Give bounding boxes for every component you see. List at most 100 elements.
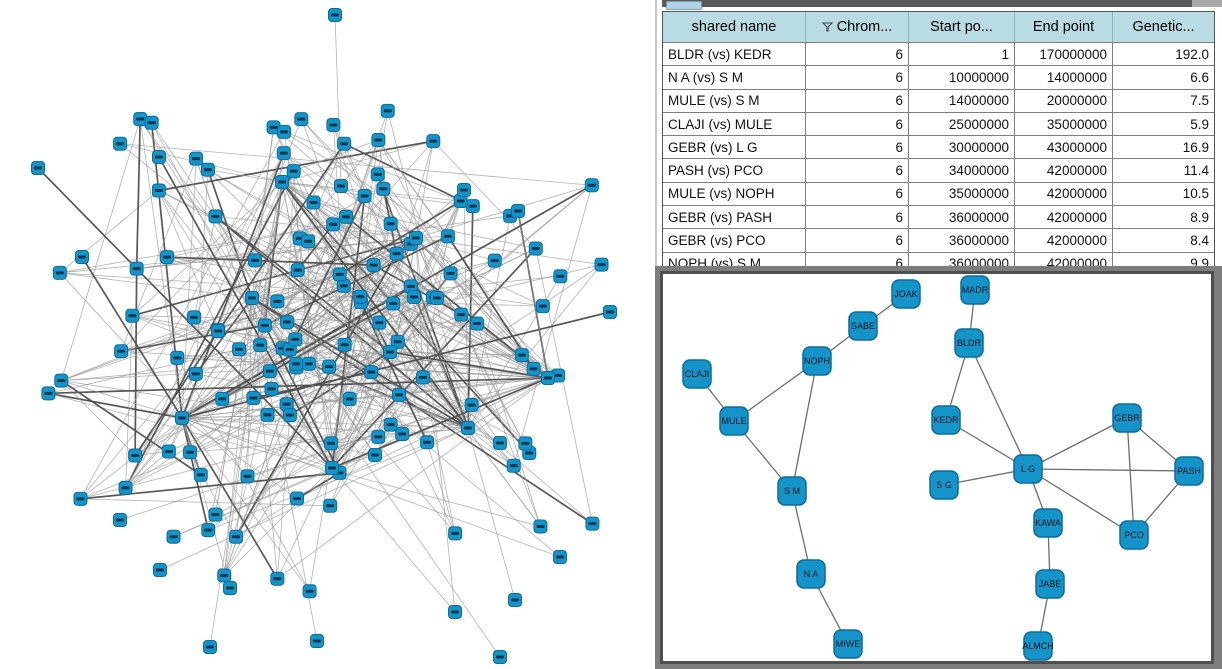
table-cell[interactable]: 10.5	[1182, 186, 1209, 202]
network-node[interactable]	[954, 328, 984, 358]
overview-network-canvas[interactable]	[0, 0, 652, 669]
table-row[interactable]: GEBR (vs) L G 6 30000000 43000000 16.9	[663, 135, 1214, 159]
network-node[interactable]	[891, 279, 921, 309]
table-cell[interactable]: 6	[806, 66, 909, 89]
table-cell[interactable]: 42000000	[1015, 206, 1113, 229]
table-cell[interactable]: 6	[806, 229, 909, 252]
network-node[interactable]	[719, 406, 749, 436]
table-cell[interactable]: 6	[806, 252, 909, 275]
detail-edge[interactable]	[1027, 468, 1190, 472]
network-node[interactable]	[682, 359, 712, 389]
table-cell[interactable]: MULE (vs) NOPH	[663, 182, 806, 206]
overview-edge	[251, 269, 298, 299]
table-cell[interactable]: 6	[806, 89, 909, 112]
column-header-2[interactable]: Start po...	[909, 12, 1015, 42]
table-cell[interactable]: 43000000	[1015, 136, 1113, 159]
network-node[interactable]	[796, 559, 826, 589]
table-cell[interactable]: 10000000	[909, 66, 1015, 89]
table-cell[interactable]: 170000000	[1015, 43, 1113, 66]
network-node[interactable]	[1035, 569, 1065, 599]
table-row[interactable]: MULE (vs) S M 6 14000000 20000000 7.5	[663, 88, 1214, 112]
table-cell[interactable]: 6	[806, 112, 909, 136]
node-label	[267, 387, 276, 391]
table-cell[interactable]: 6	[806, 182, 909, 206]
table-cell[interactable]: 192.0	[1175, 46, 1209, 62]
table-cell[interactable]: GEBR (vs) PCO	[663, 229, 806, 252]
network-node[interactable]	[777, 476, 807, 506]
table-cell[interactable]: 35000000	[1015, 112, 1113, 136]
overview-edge	[60, 118, 141, 381]
table-cell[interactable]: CLAJI (vs) MULE	[663, 112, 806, 136]
network-node[interactable]	[1023, 631, 1053, 661]
detail-edge[interactable]	[1027, 468, 1135, 536]
overview-edge	[81, 256, 183, 419]
network-node[interactable]	[929, 470, 959, 500]
detail-edge[interactable]	[1126, 417, 1135, 536]
overview-edge	[168, 314, 462, 452]
table-cell[interactable]: PASH (vs) PCO	[663, 159, 806, 182]
overview-edge	[120, 324, 265, 353]
table-row[interactable]: GEBR (vs) PCO 6 36000000 42000000 8.4	[663, 228, 1214, 252]
table-cell[interactable]: 7.5	[1190, 93, 1209, 109]
table-cell[interactable]: 6	[806, 43, 909, 66]
overview-edge	[281, 181, 469, 429]
table-cell[interactable]: GEBR (vs) L G	[663, 136, 806, 159]
table-cell[interactable]: 6	[806, 159, 909, 182]
node-label	[190, 315, 199, 319]
network-node[interactable]	[802, 346, 832, 376]
table-cell[interactable]: MULE (vs) S M	[663, 89, 806, 112]
table-cell[interactable]: GEBR (vs) PASH	[663, 206, 806, 229]
table-cell[interactable]: 14000000	[1015, 66, 1113, 89]
detail-edge[interactable]	[968, 342, 1029, 470]
network-node[interactable]	[833, 629, 863, 659]
table-row[interactable]: N A (vs) S M 6 10000000 14000000 6.6	[663, 65, 1214, 89]
table-row[interactable]: BLDR (vs) KEDR 6 1 170000000 192.0	[663, 42, 1214, 66]
column-header-0[interactable]: shared name	[663, 12, 806, 42]
table-cell[interactable]: 36000000	[909, 229, 1015, 252]
table-cell[interactable]: N A (vs) S M	[663, 66, 806, 89]
table-cell[interactable]: 6.6	[1190, 69, 1209, 85]
network-node[interactable]	[960, 275, 990, 305]
overview-edge	[377, 139, 398, 254]
network-node[interactable]	[848, 311, 878, 341]
table-cell[interactable]: 42000000	[1015, 159, 1113, 182]
network-node[interactable]	[1112, 403, 1142, 433]
table-cell[interactable]: 6	[806, 136, 909, 159]
table-cell[interactable]: 42000000	[1015, 182, 1113, 206]
table-cell[interactable]: 30000000	[909, 136, 1015, 159]
table-cell[interactable]: 1	[909, 43, 1015, 66]
table-row[interactable]: CLAJI (vs) MULE 6 25000000 35000000 5.9	[663, 111, 1214, 136]
table-cell[interactable]: 34000000	[909, 159, 1015, 182]
network-tab[interactable]	[666, 1, 702, 10]
table-cell[interactable]: 35000000	[909, 182, 1015, 206]
table-cell[interactable]: 20000000	[1015, 89, 1113, 112]
overview-edge	[339, 274, 400, 396]
network-node[interactable]	[1033, 508, 1063, 538]
table-row[interactable]: PASH (vs) PCO 6 34000000 42000000 11.4	[663, 158, 1214, 182]
table-cell[interactable]: 36000000	[909, 206, 1015, 229]
detail-edge[interactable]	[1027, 417, 1128, 470]
table-cell[interactable]: BLDR (vs) KEDR	[663, 43, 806, 66]
column-header-4[interactable]: Genetic...	[1113, 12, 1214, 42]
table-cell[interactable]: 14000000	[909, 89, 1015, 112]
column-header-1[interactable]: Chrom...	[806, 12, 909, 42]
network-node[interactable]	[931, 405, 961, 435]
node-label	[235, 347, 244, 351]
table-cell[interactable]: 5.9	[1190, 116, 1209, 132]
column-header-3[interactable]: End point	[1015, 12, 1113, 42]
table-cell[interactable]: 25000000	[909, 112, 1015, 136]
table-row[interactable]: GEBR (vs) PASH 6 36000000 42000000 8.9	[663, 205, 1214, 229]
detail-network-canvas[interactable]: JOAK SABE NOPH CLAJI MULE S M N A MIWE MADR BLDR K…	[655, 266, 1222, 669]
overview-edge	[432, 140, 537, 249]
detail-edge[interactable]	[791, 360, 818, 492]
table-cell[interactable]: 8.9	[1190, 209, 1209, 225]
network-node[interactable]	[1013, 454, 1043, 484]
network-node[interactable]	[1119, 520, 1149, 550]
network-node[interactable]	[1174, 456, 1204, 486]
table-cell[interactable]: 42000000	[1015, 229, 1113, 252]
table-cell[interactable]: 6	[806, 206, 909, 229]
table-cell[interactable]: 8.4	[1190, 233, 1209, 249]
table-cell[interactable]: 11.4	[1183, 163, 1209, 179]
table-row[interactable]: MULE (vs) NOPH 6 35000000 42000000 10.5	[663, 181, 1214, 206]
table-cell[interactable]: 16.9	[1182, 139, 1209, 155]
